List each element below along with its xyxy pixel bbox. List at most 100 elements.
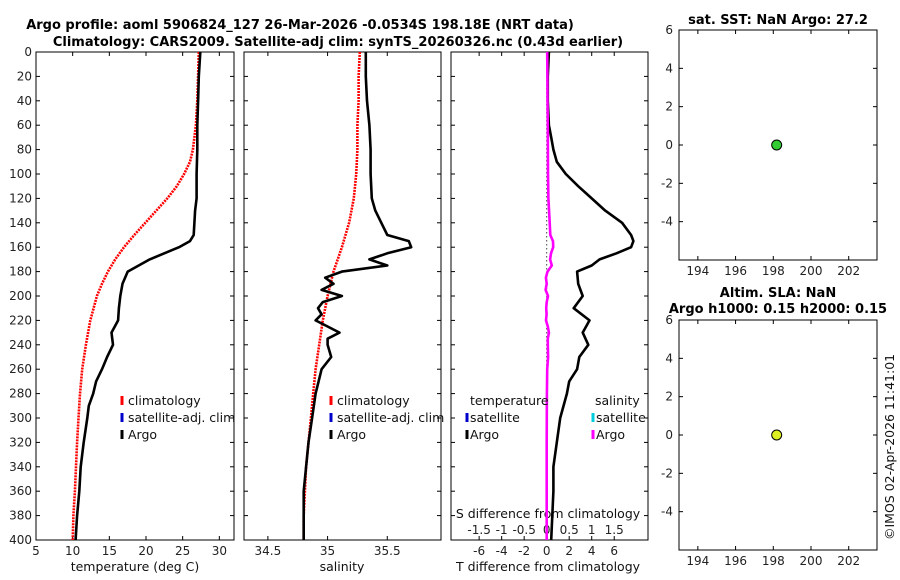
- y-tick-label: 400: [9, 533, 32, 547]
- y-tick-label: 80: [17, 143, 32, 157]
- y-tick-label: 2: [665, 390, 673, 404]
- legend-label: satellite-adj. clim: [128, 410, 235, 425]
- x-tick-label: 5: [32, 544, 40, 558]
- y-tick-label: 240: [9, 338, 32, 352]
- salinity-panel: salinity 34.5 35 35.5 climatology satellite-…: [243, 51, 444, 574]
- y-tick-label: 120: [9, 191, 32, 205]
- legend-title-salinity: salinity: [595, 393, 640, 408]
- x-tick-label: 194: [686, 554, 709, 568]
- x-tick-label: 198: [762, 264, 785, 278]
- x-tick-label: 35: [320, 544, 335, 558]
- y-tick-label: 340: [9, 460, 32, 474]
- top-x-tick-label: 0.5: [560, 523, 579, 537]
- difference-panel: T difference from climatology S differen…: [450, 51, 649, 574]
- y-tick-label: 2: [665, 100, 673, 114]
- temperature-panel: temperature (deg C) 0 20 40 60 80 100 120 140 16…: [9, 45, 235, 574]
- y-tick-label: 320: [9, 435, 32, 449]
- y-tick-label: 300: [9, 411, 32, 425]
- x-tick-label: 2: [565, 544, 573, 558]
- x-tick-label: 34.5: [255, 544, 282, 558]
- x-tick-label: 0: [543, 544, 551, 558]
- y-tick-label: 0: [665, 428, 673, 442]
- x-tick-label: 194: [686, 264, 709, 278]
- x-tick-label: 35.5: [374, 544, 401, 558]
- figure-title-line1: Argo profile: aoml 5906824_127 26-Mar-20…: [26, 18, 574, 33]
- y-tick-label: -2: [661, 176, 673, 190]
- legend-label: Argo: [596, 427, 625, 442]
- sla-panel: Altim. SLA: NaN Argo h1000: 0.15 h2000: …: [661, 286, 887, 568]
- x-tick-label: 15: [102, 544, 117, 558]
- y-tick-label: -2: [661, 466, 673, 480]
- data-point: [771, 139, 783, 151]
- x-tick-label: 202: [837, 554, 860, 568]
- x-tick-label: 6: [610, 544, 618, 558]
- top-x-tick-label: -1: [496, 523, 508, 537]
- y-tick-label: 6: [665, 23, 673, 37]
- y-tick-label: -4: [661, 215, 673, 229]
- y-tick-label: 4: [665, 351, 673, 365]
- top-x-tick-label: 1.5: [605, 523, 624, 537]
- y-tick-label: 380: [9, 509, 32, 523]
- top-x-tick-label: 1: [588, 523, 596, 537]
- x-tick-label: 196: [724, 264, 747, 278]
- x-tick-label: 20: [138, 544, 153, 558]
- x-tick-label: 4: [588, 544, 596, 558]
- top-x-tick-label: -1.5: [467, 523, 490, 537]
- series-line-climatology: [71, 51, 201, 541]
- sst-panel: sat. SST: NaN Argo: 27.2 6 4 2 0 -2 -4 194 196 1…: [661, 13, 878, 278]
- y-tick-label: 0: [665, 138, 673, 152]
- y-tick-label: -4: [661, 505, 673, 519]
- sla-title-line1: Altim. SLA: NaN: [720, 286, 836, 301]
- data-point: [771, 429, 783, 441]
- legend-label: Argo: [337, 427, 366, 442]
- y-tick-label: 100: [9, 167, 32, 181]
- temperature-axes-box: [35, 51, 235, 541]
- x-tick-label: 200: [800, 554, 823, 568]
- figure-title-line2: Climatology: CARS2009. Satellite-adj cli…: [53, 35, 623, 50]
- legend-label: satellite: [596, 410, 646, 425]
- x-tick-label: 196: [724, 554, 747, 568]
- y-tick-label: 4: [665, 61, 673, 75]
- y-tick-label: 140: [9, 216, 32, 230]
- y-tick-label: 280: [9, 387, 32, 401]
- y-tick-label: 360: [9, 484, 32, 498]
- x-tick-label: 202: [837, 264, 860, 278]
- sst-title: sat. SST: NaN Argo: 27.2: [688, 13, 868, 28]
- x-tick-label: 10: [65, 544, 80, 558]
- series-line-argo: [74, 51, 202, 541]
- x-tick-label: -6: [473, 544, 485, 558]
- salinity-xlabel: salinity: [320, 559, 365, 574]
- difference-xlabel: T difference from climatology: [455, 559, 641, 574]
- x-tick-label: 25: [175, 544, 190, 558]
- y-tick-label: 260: [9, 362, 32, 376]
- y-tick-label: 20: [17, 69, 32, 83]
- legend-label: climatology: [337, 393, 410, 408]
- legend-label: satellite: [470, 410, 520, 425]
- y-tick-label: 200: [9, 289, 32, 303]
- y-tick-label: 220: [9, 313, 32, 327]
- legend-label: Argo: [470, 427, 499, 442]
- y-tick-label: 6: [665, 313, 673, 327]
- sla-title-line2: Argo h1000: 0.15 h2000: 0.15: [669, 302, 887, 317]
- y-tick-label: 180: [9, 265, 32, 279]
- y-tick-label: 0: [24, 45, 32, 59]
- legend-label: climatology: [128, 393, 201, 408]
- x-tick-label: 30: [212, 544, 227, 558]
- legend-label: satellite-adj. clim: [337, 410, 444, 425]
- x-tick-label: 200: [800, 264, 823, 278]
- series-line-temperature-argo: [546, 51, 635, 541]
- imos-watermark: ©IMOS 02-Apr-2026 11:41:01: [882, 354, 897, 540]
- top-x-tick-label: -0.5: [512, 523, 535, 537]
- x-tick-label: -4: [496, 544, 508, 558]
- series-line-climatology: [302, 51, 362, 540]
- x-tick-label: 198: [762, 554, 785, 568]
- series-line-salinity-argo: [544, 51, 555, 540]
- y-tick-label: 160: [9, 240, 32, 254]
- difference-xlabel-top: S difference from climatology: [456, 506, 641, 521]
- y-tick-label: 60: [17, 118, 32, 132]
- x-tick-label: -2: [518, 544, 530, 558]
- y-tick-label: 40: [17, 94, 32, 108]
- series-line-argo: [302, 52, 413, 540]
- legend-title-temperature: temperature: [470, 393, 549, 408]
